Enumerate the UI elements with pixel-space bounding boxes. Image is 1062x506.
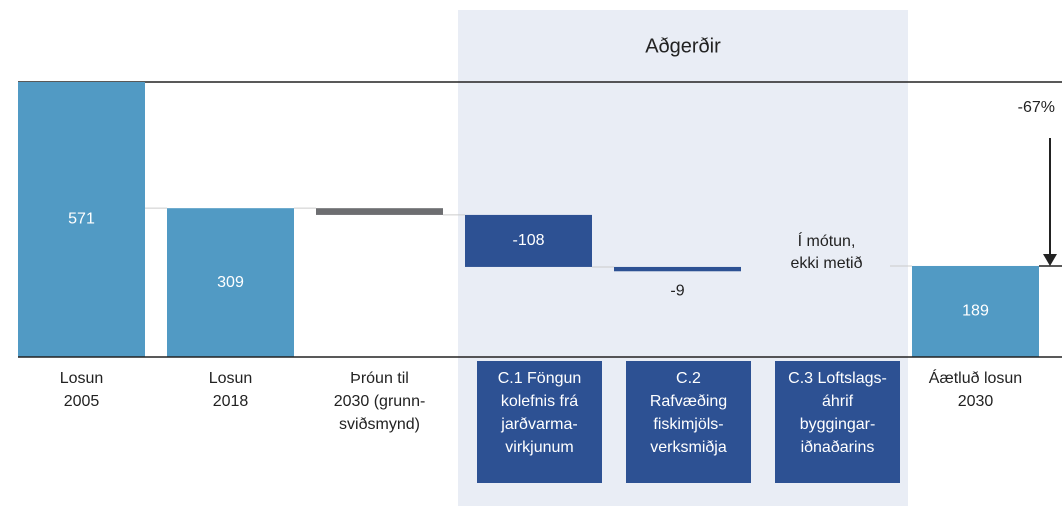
x-tick-label: 2005 bbox=[64, 393, 100, 410]
bar bbox=[18, 82, 145, 357]
x-tick-label: jarðvarma- bbox=[500, 416, 577, 433]
bar bbox=[465, 214, 592, 267]
x-tick-label: verksmiðja bbox=[650, 439, 727, 456]
bar bbox=[912, 265, 1039, 357]
action-box bbox=[477, 361, 602, 483]
action-box bbox=[775, 361, 900, 483]
value-label: 189 bbox=[962, 303, 989, 320]
x-tick-label: iðnaðarins bbox=[801, 439, 875, 456]
x-tick-label: Losun bbox=[209, 370, 253, 387]
action-box bbox=[626, 361, 751, 483]
x-tick-label: C.1 Föngun bbox=[498, 370, 582, 387]
reduction-label: -67% bbox=[1018, 99, 1055, 116]
x-tick-label: Rafvæðing bbox=[650, 393, 727, 410]
value-label: 571 bbox=[68, 211, 95, 228]
bar bbox=[316, 208, 443, 215]
arrow-head bbox=[1043, 253, 1057, 266]
bar bbox=[614, 266, 741, 272]
x-tick-label: Áætluð losun bbox=[929, 368, 1022, 387]
value-label: -108 bbox=[512, 232, 544, 249]
x-tick-label: byggingar- bbox=[800, 416, 876, 433]
x-tick-label: kolefnis frá bbox=[501, 393, 578, 410]
bar bbox=[167, 208, 294, 357]
x-tick-label: 2018 bbox=[213, 393, 249, 410]
x-tick-label: áhrif bbox=[822, 393, 854, 410]
x-tick-label: 2030 (grunn- bbox=[334, 393, 426, 410]
pending-note: ekki metið bbox=[790, 255, 862, 272]
group-label: Aðgerðir bbox=[645, 35, 721, 57]
x-tick-label: sviðsmynd) bbox=[339, 416, 420, 433]
value-label: 309 bbox=[217, 274, 244, 291]
value-label: -9 bbox=[670, 282, 684, 299]
x-tick-label: Þróun til bbox=[350, 370, 409, 387]
x-tick-label: Losun bbox=[60, 370, 104, 387]
x-tick-label: virkjunum bbox=[505, 439, 573, 456]
x-tick-label: C.3 Loftslags- bbox=[788, 370, 887, 387]
x-tick-label: 2030 bbox=[958, 393, 994, 410]
x-tick-label: fiskimjöls- bbox=[653, 416, 723, 433]
x-tick-label: C.2 bbox=[676, 370, 701, 387]
pending-note: Í mótun, bbox=[798, 231, 856, 250]
